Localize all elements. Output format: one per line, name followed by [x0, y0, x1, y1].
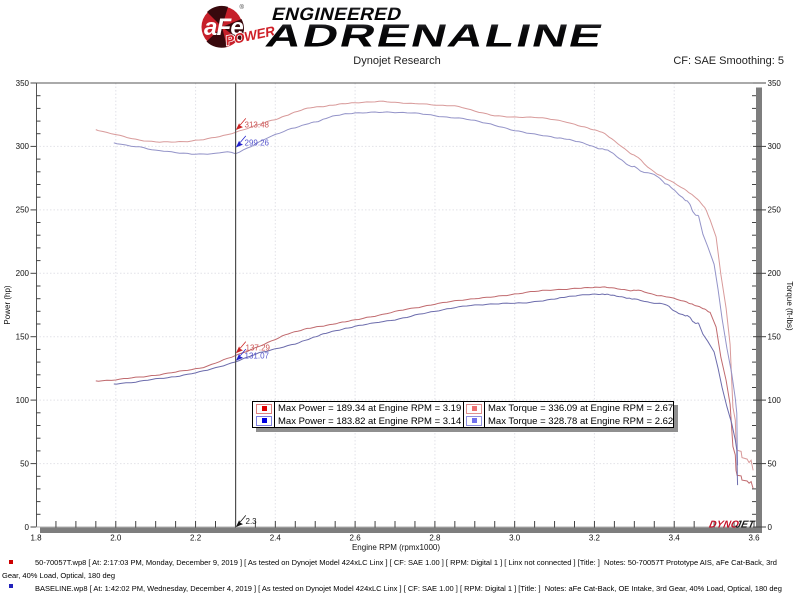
svg-text:150: 150 [16, 333, 30, 342]
svg-text:250: 250 [768, 206, 782, 215]
svg-text:2.0: 2.0 [110, 534, 122, 543]
svg-text:0: 0 [768, 523, 773, 532]
svg-text:350: 350 [16, 79, 30, 88]
svg-text:aFe: aFe [204, 14, 243, 41]
svg-text:300: 300 [768, 142, 782, 151]
svg-text:100: 100 [16, 396, 30, 405]
svg-text:®: ® [240, 4, 245, 11]
svg-text:ENGINEERED: ENGINEERED [270, 4, 404, 24]
svg-text:313.48: 313.48 [245, 121, 270, 130]
svg-text:50: 50 [20, 459, 29, 468]
svg-text:2.6: 2.6 [350, 534, 362, 543]
svg-text:2.3: 2.3 [246, 517, 258, 526]
svg-text:200: 200 [16, 269, 30, 278]
svg-text:1.8: 1.8 [30, 534, 42, 543]
svg-text:350: 350 [768, 79, 782, 88]
svg-text:DYNO: DYNO [708, 520, 740, 531]
svg-text:3.0: 3.0 [509, 534, 521, 543]
svg-text:137.29: 137.29 [246, 344, 271, 353]
svg-text:300: 300 [16, 142, 30, 151]
svg-text:200: 200 [768, 269, 782, 278]
svg-text:3.2: 3.2 [589, 534, 601, 543]
svg-text:Torque (ft-lbs): Torque (ft-lbs) [785, 281, 794, 331]
svg-text:3.6: 3.6 [748, 534, 760, 543]
svg-text:50: 50 [768, 459, 777, 468]
svg-text:ADRENALINE: ADRENALINE [262, 18, 608, 54]
svg-text:2.8: 2.8 [429, 534, 441, 543]
svg-text:2.2: 2.2 [190, 534, 202, 543]
svg-text:3.4: 3.4 [669, 534, 681, 543]
svg-text:250: 250 [16, 206, 30, 215]
svg-text:JET: JET [734, 520, 756, 531]
svg-text:Power (hp): Power (hp) [3, 285, 12, 324]
svg-text:299.26: 299.26 [245, 139, 270, 148]
svg-text:0: 0 [25, 523, 30, 532]
svg-text:150: 150 [768, 333, 782, 342]
svg-text:Engine RPM (rpmx1000): Engine RPM (rpmx1000) [352, 543, 440, 552]
svg-text:131.07: 131.07 [245, 352, 270, 361]
svg-text:100: 100 [768, 396, 782, 405]
svg-text:2.4: 2.4 [270, 534, 282, 543]
